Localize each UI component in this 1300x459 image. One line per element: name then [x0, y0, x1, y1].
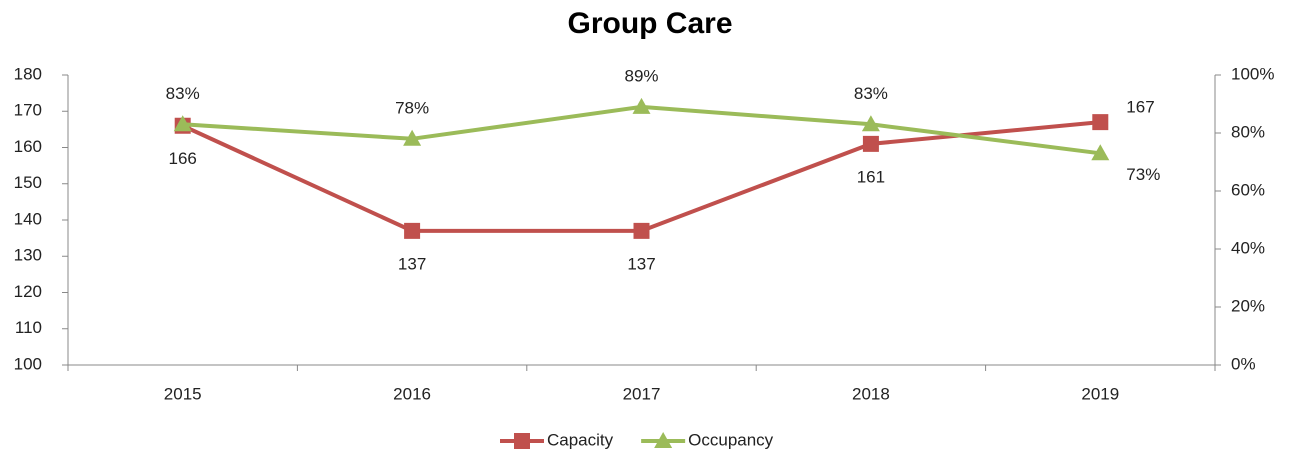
point — [632, 97, 651, 114]
data-label: 137 — [398, 254, 426, 273]
y-tick-label: 180 — [14, 64, 42, 83]
point — [173, 115, 192, 132]
data-label: 89% — [624, 66, 658, 85]
x-tick-label: 2019 — [1081, 384, 1119, 403]
x-tick-label: 2017 — [623, 384, 661, 403]
y2-tick-label: 0% — [1231, 354, 1256, 373]
data-label: 166 — [169, 149, 197, 168]
series-line — [181, 120, 1101, 233]
legend-marker — [514, 433, 530, 449]
y-tick-label: 130 — [14, 246, 42, 265]
data-label: 73% — [1126, 165, 1160, 184]
legend-marker — [654, 432, 673, 448]
point — [403, 129, 422, 146]
x-tick-label: 2015 — [164, 384, 202, 403]
point — [633, 222, 650, 239]
point — [1091, 144, 1110, 161]
y2-tick-label: 80% — [1231, 122, 1265, 141]
x-tick-label: 2018 — [852, 384, 890, 403]
data-label: 83% — [854, 84, 888, 103]
y-tick-label: 170 — [14, 101, 42, 120]
y-tick-label: 100 — [14, 354, 42, 373]
data-label: 161 — [857, 167, 885, 186]
y2-tick-label: 60% — [1231, 180, 1265, 199]
data-label: 83% — [166, 84, 200, 103]
point — [1092, 114, 1109, 131]
x-tick-label: 2016 — [393, 384, 431, 403]
legend-label: Occupancy — [688, 430, 774, 449]
y-tick-label: 150 — [14, 173, 42, 192]
point — [862, 135, 879, 152]
point — [404, 222, 421, 239]
y2-tick-label: 20% — [1231, 296, 1265, 315]
y-tick-label: 140 — [14, 209, 42, 228]
y-tick-label: 120 — [14, 282, 42, 301]
data-label: 137 — [627, 254, 655, 273]
y-tick-label: 160 — [14, 137, 42, 156]
y2-tick-label: 40% — [1231, 238, 1265, 257]
legend-label: Capacity — [547, 430, 614, 449]
data-label: 167 — [1126, 98, 1154, 117]
point — [861, 115, 880, 132]
chart-title: Group Care — [567, 7, 732, 40]
y2-tick-label: 100% — [1231, 64, 1274, 83]
y-tick-label: 110 — [15, 318, 42, 337]
data-label: 78% — [395, 98, 429, 117]
